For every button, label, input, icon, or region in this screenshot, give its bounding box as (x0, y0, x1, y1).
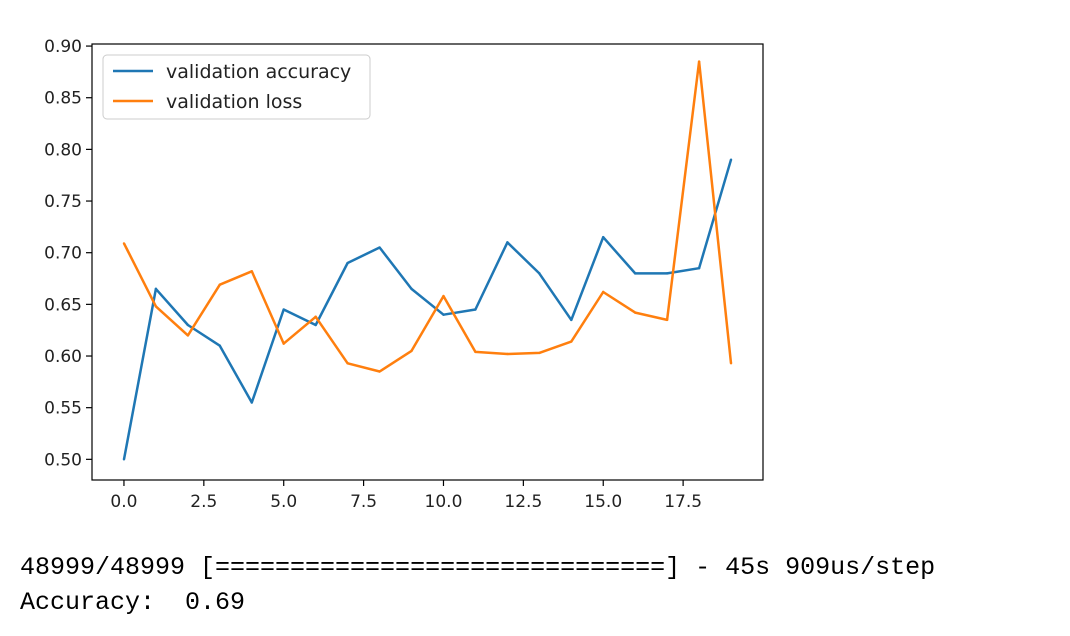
data-point-validation-loss (250, 270, 253, 273)
y-tick-label: 0.75 (44, 192, 82, 212)
data-point-validation-accuracy (346, 261, 349, 265)
data-point-validation-loss (570, 340, 573, 343)
x-tick-label: 15.0 (584, 492, 622, 512)
data-point-validation-accuracy (474, 308, 477, 311)
legend-box (102, 54, 371, 120)
line-chart: 0.50 0.55 0.60 0.65 0.70 0.75 0.80 0.85 0.90 0.0… (44, 37, 764, 512)
y-axis: 0.50 0.55 0.60 0.65 0.70 0.75 0.80 0.85 0.90 (44, 37, 92, 470)
data-point-validation-accuracy (506, 241, 509, 244)
y-tick-label: 0.85 (44, 89, 82, 109)
data-point-validation-accuracy (314, 323, 317, 327)
data-point-validation-loss (665, 318, 669, 322)
data-point-validation-loss (442, 294, 445, 298)
y-tick-label: 0.80 (44, 140, 82, 160)
legend: validation accuracy validation loss (102, 54, 371, 120)
data-point-validation-accuracy (602, 236, 605, 239)
data-point-validation-accuracy (218, 344, 222, 347)
series-layer (122, 60, 733, 461)
data-point-validation-accuracy (154, 287, 158, 291)
x-tick-label: 0.0 (110, 492, 137, 512)
training-progress-output: 48999/48999 [===========================… (20, 553, 936, 582)
data-point-validation-accuracy (410, 287, 413, 291)
x-tick-label: 17.5 (664, 492, 702, 512)
x-tick-label: 7.5 (350, 492, 377, 512)
data-point-validation-loss (633, 311, 637, 314)
x-tick-label: 10.0 (425, 492, 463, 512)
data-point-validation-accuracy (378, 246, 381, 249)
data-point-validation-accuracy (122, 458, 126, 461)
data-point-validation-loss (729, 362, 733, 365)
y-tick-label: 0.60 (44, 347, 82, 367)
data-point-validation-loss (154, 305, 158, 308)
accuracy-output: Accuracy: 0.69 (20, 588, 246, 617)
data-point-validation-loss (697, 60, 701, 63)
data-point-validation-accuracy (665, 272, 669, 275)
y-tick-label: 0.65 (44, 295, 82, 315)
data-point-validation-accuracy (729, 158, 733, 161)
data-point-validation-loss (314, 315, 317, 318)
legend-label-validation-accuracy: validation accuracy (166, 61, 351, 83)
x-tick-label: 12.5 (504, 492, 542, 512)
y-tick-label: 0.50 (44, 450, 82, 470)
data-point-validation-loss (410, 349, 413, 353)
data-point-validation-loss (506, 352, 509, 356)
data-point-validation-loss (122, 242, 126, 245)
data-point-validation-loss (282, 342, 285, 345)
data-point-validation-loss (186, 334, 190, 337)
y-tick-label: 0.90 (44, 37, 82, 57)
x-axis: 0.0 2.5 5.0 7.5 10.0 12.5 15.0 17.5 (110, 480, 702, 512)
data-point-validation-accuracy (250, 401, 253, 404)
data-point-validation-accuracy (186, 323, 190, 327)
data-point-validation-accuracy (570, 318, 573, 322)
data-point-validation-loss (538, 351, 541, 355)
data-point-validation-loss (602, 290, 605, 294)
series-line-validation-accuracy (122, 159, 733, 460)
y-tick-label: 0.55 (44, 399, 82, 419)
data-point-validation-accuracy (442, 313, 445, 316)
data-point-validation-accuracy (697, 266, 701, 270)
x-tick-label: 5.0 (270, 492, 297, 512)
x-tick-label: 2.5 (190, 492, 217, 512)
legend-label-validation-loss: validation loss (166, 91, 302, 113)
data-point-validation-loss (218, 283, 222, 286)
data-point-validation-accuracy (538, 272, 541, 275)
data-point-validation-accuracy (633, 272, 637, 275)
data-point-validation-loss (378, 370, 381, 373)
data-point-validation-accuracy (282, 308, 285, 311)
data-point-validation-loss (346, 362, 349, 365)
data-point-validation-loss (474, 350, 477, 354)
y-tick-label: 0.70 (44, 244, 82, 264)
series-line-validation-loss (122, 60, 733, 373)
